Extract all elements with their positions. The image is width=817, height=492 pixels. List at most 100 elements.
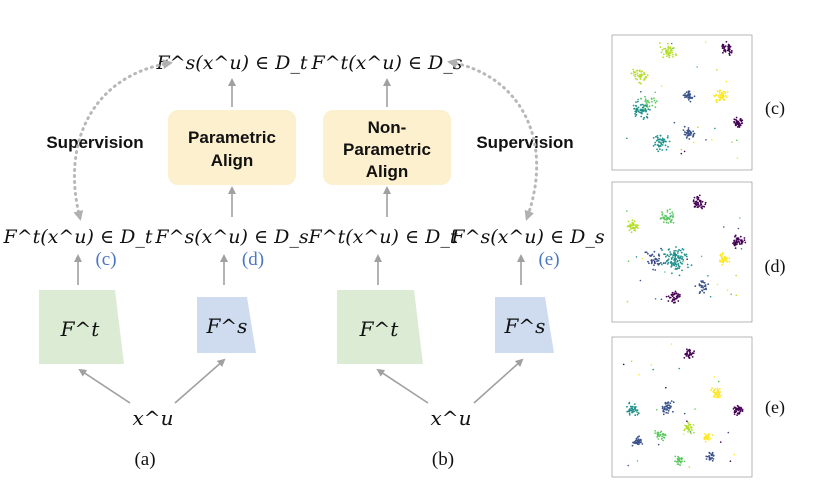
scatter-point xyxy=(738,407,741,409)
scatter-point xyxy=(622,363,625,366)
scatter-point xyxy=(665,217,668,220)
scatter-point xyxy=(693,431,695,434)
scatter-point xyxy=(686,352,688,355)
scatter-point xyxy=(684,96,686,99)
scatter-point xyxy=(675,54,677,57)
scatter-point xyxy=(629,223,632,226)
scatter-point xyxy=(647,101,649,103)
arrow-input-to-student-a xyxy=(174,358,226,404)
scatter-point xyxy=(641,110,644,113)
scatter-point xyxy=(676,463,679,465)
scatter-point xyxy=(722,261,725,264)
scatter-point xyxy=(654,141,657,144)
scatter-point xyxy=(692,133,695,136)
scatter-point xyxy=(660,262,662,264)
scatter-point xyxy=(673,261,676,264)
scatter-point xyxy=(641,257,643,260)
scatter-point xyxy=(666,136,669,139)
scatter-point xyxy=(656,409,658,411)
scatter-point xyxy=(705,288,708,291)
scatter-point xyxy=(659,433,662,436)
scatter-point xyxy=(694,205,697,208)
scatter-point xyxy=(671,272,673,275)
scatter-point xyxy=(634,71,637,74)
scatter-point xyxy=(637,439,640,442)
scatter-point xyxy=(693,350,695,353)
scatter-point xyxy=(654,143,656,146)
scatter-point xyxy=(635,409,637,412)
scatter-point xyxy=(743,239,746,242)
scatter-point xyxy=(661,137,664,140)
scatter-point xyxy=(634,73,637,76)
scatter-point xyxy=(687,431,689,433)
scatter-point xyxy=(659,134,662,137)
scatter-point xyxy=(725,80,728,83)
panel-b-supervision-label: Supervision xyxy=(476,133,573,152)
scatter-point xyxy=(661,214,664,216)
scatter-point xyxy=(661,435,664,438)
panel-a-teacher-ref: (c) xyxy=(95,249,116,270)
scatter-point xyxy=(727,47,730,49)
scatter-point xyxy=(734,243,737,246)
scatter-point xyxy=(735,294,738,297)
scatter-point xyxy=(640,75,643,78)
scatter-point xyxy=(657,443,660,446)
scatter-point xyxy=(680,255,682,258)
scatter-point xyxy=(656,139,658,142)
scatter-point xyxy=(664,408,666,410)
scatter-point xyxy=(721,47,724,49)
scatter-point xyxy=(635,225,638,228)
scatter-point xyxy=(693,141,695,144)
scatter-point xyxy=(634,414,637,417)
scatter-point xyxy=(662,439,664,442)
scatter-point xyxy=(635,224,638,226)
scatter-point xyxy=(664,144,667,147)
scatter-point xyxy=(668,56,670,59)
scatter-point xyxy=(716,101,718,103)
scatter-point xyxy=(652,137,655,139)
scatter-point xyxy=(632,68,635,71)
scatter-point xyxy=(667,145,669,148)
scatter-point xyxy=(719,89,721,91)
scatter-point xyxy=(657,150,660,153)
scatter-point xyxy=(682,259,685,261)
scatter-point xyxy=(692,352,695,354)
scatter-point xyxy=(686,258,688,261)
scatter-point xyxy=(663,253,665,256)
scatter-point xyxy=(683,150,686,153)
scatter-point xyxy=(687,422,690,424)
scatter-point xyxy=(676,260,679,263)
scatter-point xyxy=(635,69,638,72)
panel-b: F^t(x^u) ∈ D_s Non- Parametric Align Sup… xyxy=(308,52,605,470)
scatter-point xyxy=(669,220,672,223)
scatter-point xyxy=(634,406,637,408)
scatter-point xyxy=(718,394,721,396)
scatter-point xyxy=(718,387,721,390)
scatter-point xyxy=(730,51,733,54)
scatter-point xyxy=(719,396,721,399)
scatter-point xyxy=(705,458,708,460)
scatter-point xyxy=(646,106,649,108)
scatter-point xyxy=(660,142,662,145)
scatter-point xyxy=(685,255,688,258)
scatter-point xyxy=(687,127,690,129)
panel-b-student-model-label: F^s xyxy=(504,314,546,338)
scatter-point xyxy=(736,414,738,416)
scatter-point xyxy=(674,263,677,265)
scatter-point xyxy=(737,227,740,230)
scatter-point xyxy=(705,436,708,438)
scatter-point xyxy=(687,354,689,357)
scatter-point xyxy=(660,217,663,220)
scatter-point xyxy=(665,148,668,151)
scatter-point xyxy=(628,414,631,416)
scatter-point xyxy=(735,121,738,123)
scatter-point xyxy=(685,425,688,427)
scatter-point xyxy=(722,43,725,46)
scatter-point xyxy=(634,407,636,410)
scatter-point xyxy=(669,51,671,53)
scatter-point xyxy=(667,48,669,51)
scatter-point xyxy=(709,296,712,298)
scatter-point xyxy=(691,96,694,99)
scatter-point xyxy=(667,412,669,414)
scatter-point xyxy=(674,455,677,458)
